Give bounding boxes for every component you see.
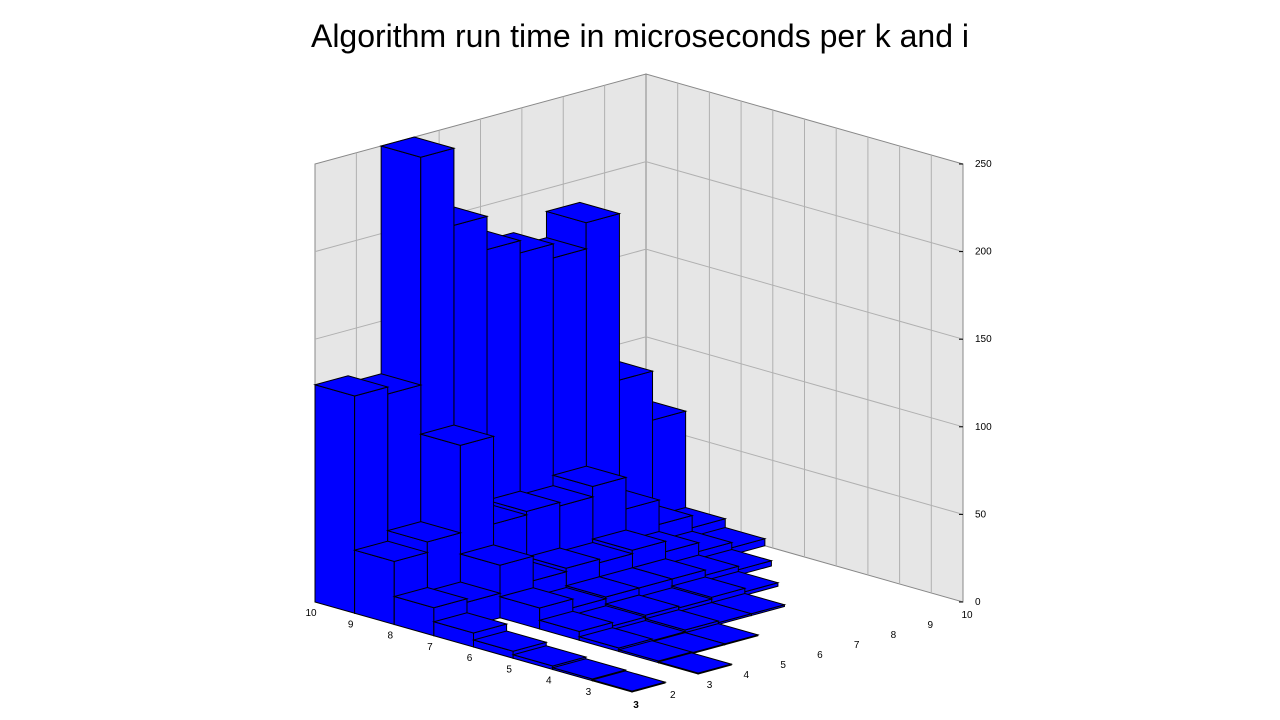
k-tick-label: 3 bbox=[586, 687, 592, 698]
k-tick-label: 8 bbox=[387, 631, 393, 642]
k-tick-label: 9 bbox=[348, 619, 354, 630]
bar-top bbox=[379, 136, 456, 158]
i-tick-label: 6 bbox=[817, 650, 823, 661]
bar-top bbox=[524, 547, 602, 569]
bar-top bbox=[418, 424, 496, 446]
z-tick-label: 100 bbox=[975, 422, 992, 433]
z-tick-label: 150 bbox=[975, 334, 992, 345]
bar-top bbox=[458, 544, 536, 566]
bar-top bbox=[352, 540, 430, 562]
z-tick-label: 0 bbox=[975, 597, 981, 608]
bar-face bbox=[354, 549, 395, 626]
z-tick-label: 200 bbox=[975, 247, 992, 258]
bar-top bbox=[392, 586, 469, 609]
bar bbox=[590, 670, 667, 693]
bar-top bbox=[485, 490, 562, 512]
i-tick-label: 2 bbox=[670, 690, 676, 701]
k-tick-label: 4 bbox=[546, 676, 552, 687]
k-tick-label: 5 bbox=[506, 664, 512, 675]
bar-top bbox=[577, 627, 654, 649]
bar-top bbox=[590, 670, 667, 692]
bar-top bbox=[385, 521, 463, 543]
bar-top bbox=[544, 201, 622, 224]
bar bbox=[656, 652, 734, 675]
bar-top bbox=[471, 630, 549, 652]
z-tick-label: 50 bbox=[975, 509, 987, 520]
chart-title: Algorithm run time in microseconds per k… bbox=[310, 18, 970, 54]
bar-top bbox=[590, 529, 668, 551]
k-tick-label: 10 bbox=[305, 608, 317, 619]
i-tick-label: 7 bbox=[854, 640, 860, 651]
bars bbox=[313, 136, 787, 693]
i-tick-label: 3 bbox=[633, 700, 639, 711]
k-tick-label: 7 bbox=[427, 642, 433, 653]
bar-top bbox=[550, 658, 628, 680]
bar-top bbox=[603, 594, 681, 616]
bar-face bbox=[314, 384, 356, 614]
bar-top bbox=[432, 612, 509, 634]
z-tick-label: 250 bbox=[975, 159, 992, 170]
bar-top bbox=[617, 640, 694, 662]
i-tick-label: 10 bbox=[961, 610, 973, 621]
bar-top bbox=[643, 609, 721, 631]
bar-top bbox=[656, 652, 734, 674]
bar-top bbox=[511, 645, 588, 667]
bar-top bbox=[498, 587, 575, 609]
tick-labels: 0 50 100 150 200 250 10 9 8 7 6 5 4 3 3 2 3 4 5 6 7 8 9 10 bbox=[305, 159, 992, 711]
bar-top bbox=[551, 465, 628, 487]
i-tick-label: 3 bbox=[707, 680, 713, 691]
i-tick-label: 8 bbox=[891, 630, 897, 641]
i-tick-label: 9 bbox=[927, 620, 933, 631]
bar-top bbox=[564, 576, 641, 598]
k-tick-label: 6 bbox=[467, 653, 473, 664]
bar-top bbox=[537, 610, 615, 633]
bar-top bbox=[670, 576, 747, 598]
i-tick-label: 4 bbox=[744, 670, 750, 681]
i-tick-label: 5 bbox=[780, 660, 786, 671]
bar-top bbox=[313, 375, 390, 397]
